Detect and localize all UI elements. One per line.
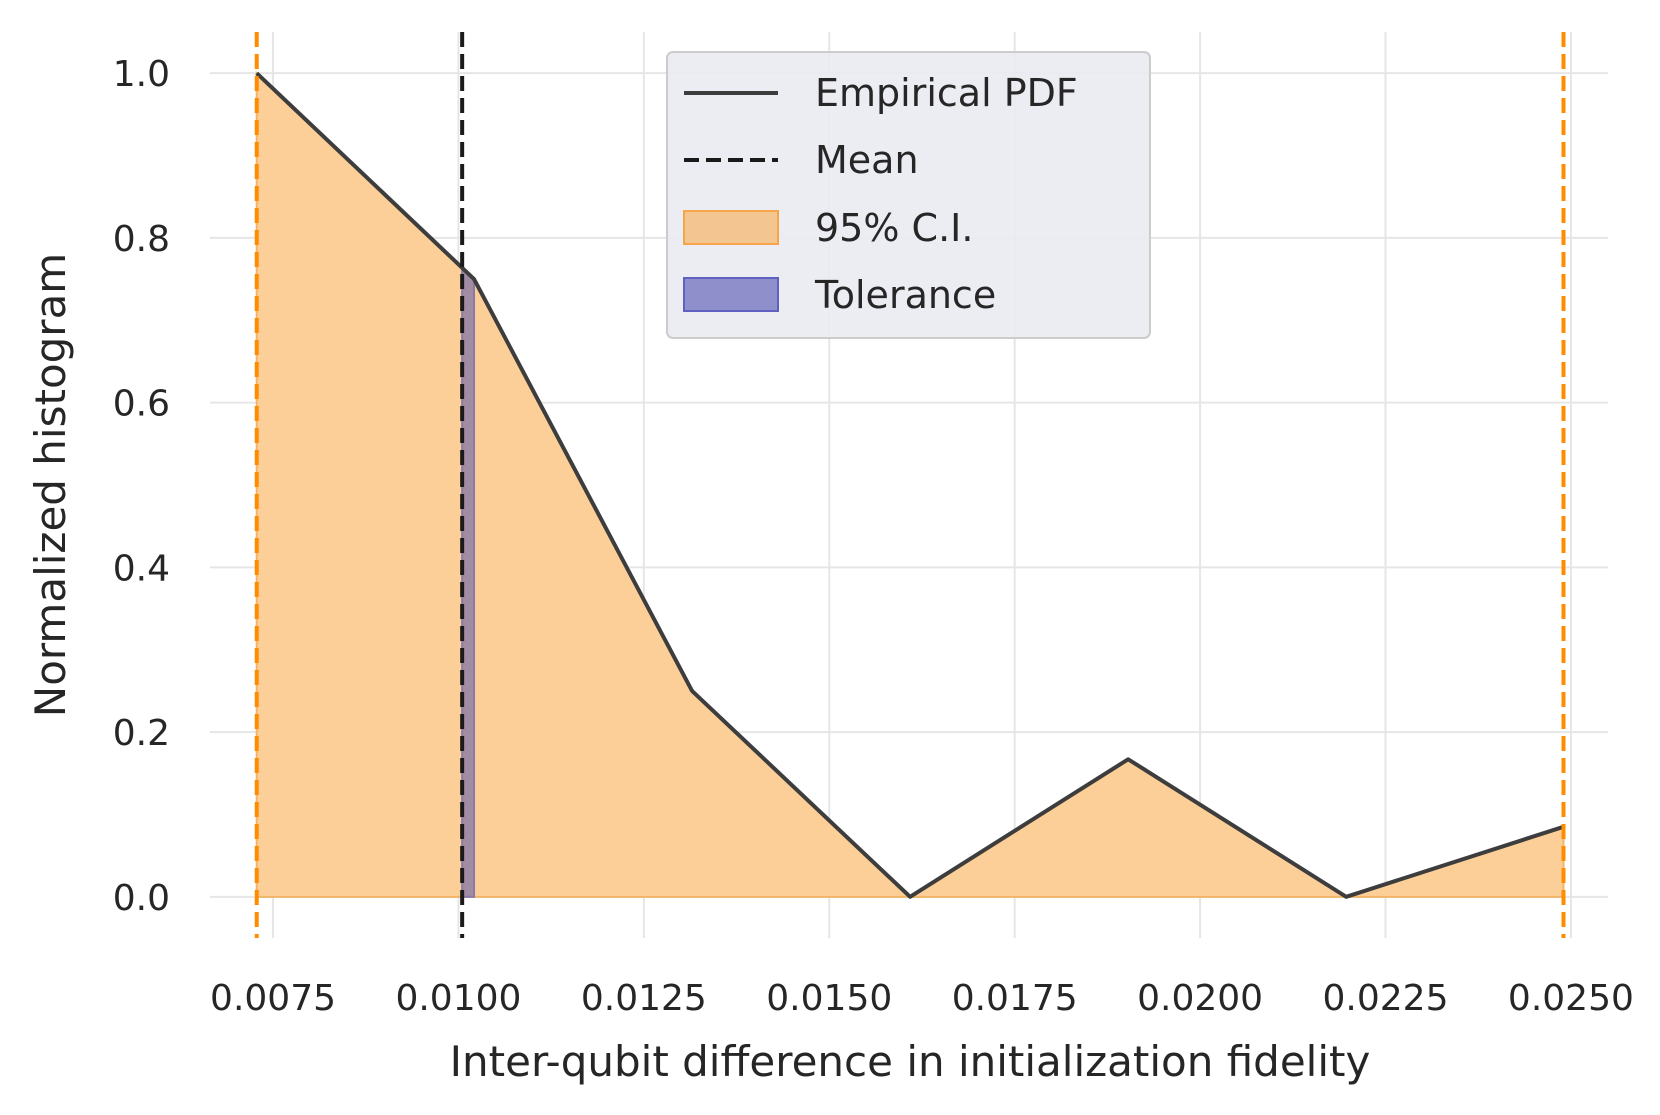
y-tick-label: 0.4: [113, 548, 170, 589]
legend-box: [666, 51, 1151, 339]
y-tick-label: 0.0: [113, 878, 170, 919]
y-tick-label: 0.2: [113, 713, 170, 754]
y-axis-label: Normalized histogram: [26, 253, 75, 717]
y-tick-labels: 0.0 0.2 0.4 0.6 0.8 1.0: [113, 54, 170, 919]
x-axis-label: Inter-qubit difference in initialization…: [450, 1037, 1371, 1086]
x-tick-labels: 0.0075 0.0100 0.0125 0.0150 0.0175 0.0200 0.02…: [210, 978, 1634, 1019]
x-tick-label: 0.0200: [1137, 978, 1263, 1019]
y-tick-label: 0.6: [113, 384, 170, 425]
x-tick-label: 0.0125: [581, 978, 707, 1019]
y-tick-label: 0.8: [113, 219, 170, 260]
x-tick-label: 0.0075: [210, 978, 336, 1019]
x-tick-label: 0.0175: [952, 978, 1078, 1019]
legend-ci-swatch: [683, 210, 779, 245]
legend-tolerance-label: Tolerance: [814, 273, 996, 317]
legend-ci-label: 95% C.I.: [815, 206, 973, 250]
x-tick-label: 0.0250: [1508, 978, 1634, 1019]
legend-empirical-pdf-label: Empirical PDF: [815, 71, 1078, 115]
legend-tolerance-swatch: [683, 277, 779, 312]
x-tick-label: 0.0225: [1323, 978, 1449, 1019]
legend-mean-label: Mean: [815, 138, 919, 182]
plot-area: [254, 32, 1566, 938]
x-tick-label: 0.0150: [766, 978, 892, 1019]
y-tick-label: 1.0: [113, 54, 170, 95]
x-tick-label: 0.0100: [395, 978, 521, 1019]
legend: Empirical PDF Mean 95% C.I. Tolerance: [666, 51, 1151, 339]
